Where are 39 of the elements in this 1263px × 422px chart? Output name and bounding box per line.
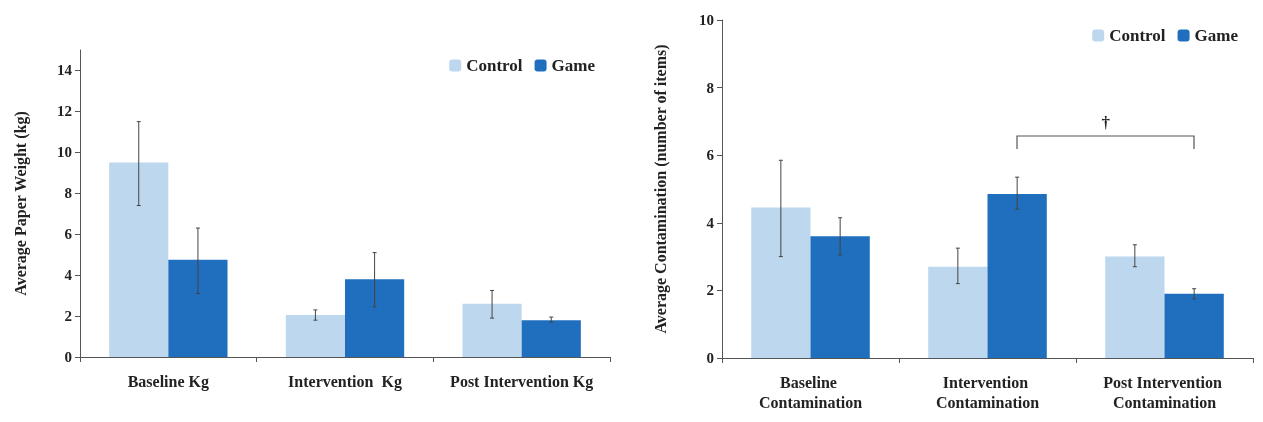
bar — [285, 315, 345, 357]
x-tick-label: Post Intervention Kg — [450, 372, 594, 391]
bar — [168, 259, 228, 357]
bar — [345, 279, 405, 357]
y-tick-label: 8 — [706, 79, 714, 96]
bar — [928, 266, 988, 358]
bar — [810, 236, 870, 358]
y-tick-label: 2 — [706, 282, 714, 299]
bar — [1105, 256, 1165, 358]
y-tick-label: 6 — [706, 147, 715, 164]
y-tick-label: 14 — [57, 62, 73, 79]
y-tick-label: 0 — [64, 349, 72, 365]
bar — [987, 194, 1047, 358]
y-tick-label: 10 — [57, 144, 72, 161]
legend-label: Control — [466, 56, 523, 75]
x-tick-label: Baseline Kg — [127, 372, 210, 391]
bar — [109, 162, 169, 357]
y-tick-label: 2 — [64, 308, 72, 325]
x-tick-label: Intervention Contamination — [935, 373, 1040, 411]
y-axis-title: Average Contamination (number of items) — [651, 44, 670, 334]
y-tick-label: 10 — [699, 12, 714, 28]
x-tick-label: Post Intervention Contamination — [1103, 373, 1226, 411]
y-tick-label: 6 — [64, 226, 73, 243]
y-axis-title: Average Paper Weight (kg) — [11, 111, 30, 296]
legend-label: Game — [551, 56, 596, 75]
y-tick-label: 0 — [706, 350, 714, 366]
annotation: † — [1101, 112, 1110, 133]
bar — [751, 207, 811, 358]
x-tick-label: Baseline Contamination — [758, 373, 863, 411]
bar — [1164, 293, 1224, 358]
y-tick-label: 4 — [64, 267, 73, 284]
legend-label: Control — [1109, 26, 1166, 45]
y-tick-label: 12 — [57, 103, 72, 120]
x-tick-label: Intervention Kg — [288, 372, 402, 391]
y-tick-label: 8 — [64, 185, 72, 202]
y-tick-label: 4 — [706, 214, 715, 231]
bar — [521, 320, 581, 357]
legend-label: Game — [1194, 26, 1239, 45]
bar — [462, 303, 522, 357]
